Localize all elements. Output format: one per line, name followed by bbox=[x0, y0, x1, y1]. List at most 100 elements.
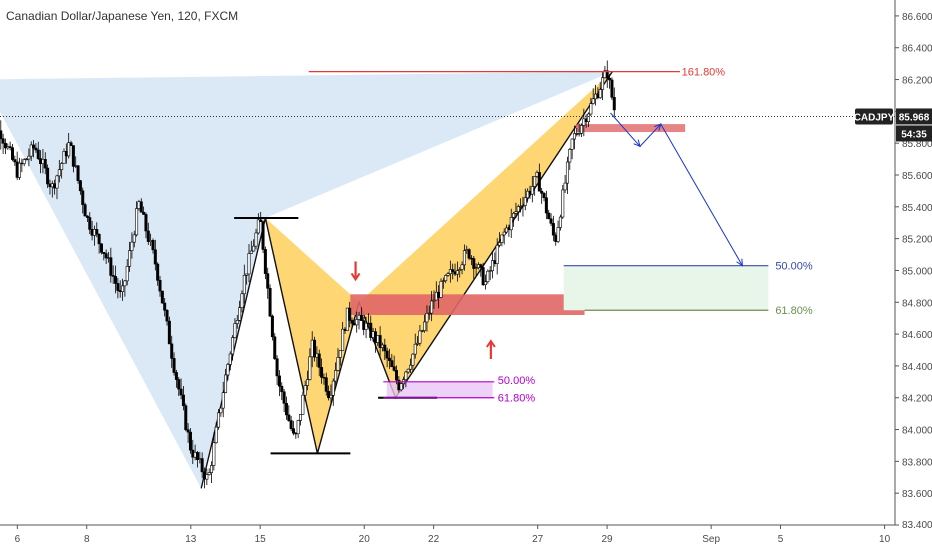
candle-body bbox=[153, 249, 157, 265]
candle-body bbox=[163, 302, 167, 311]
candle-body bbox=[146, 230, 150, 242]
candle-body bbox=[128, 250, 132, 267]
candle-body bbox=[238, 307, 242, 321]
candle-body bbox=[601, 77, 605, 90]
candle-body bbox=[160, 290, 164, 304]
candle-body bbox=[596, 93, 600, 99]
candle-body bbox=[399, 383, 403, 391]
y-tick-label: 83.800 bbox=[902, 457, 932, 468]
candle-body bbox=[18, 162, 22, 178]
candle-body bbox=[535, 172, 539, 177]
candle-body bbox=[53, 183, 57, 189]
candle-body bbox=[205, 474, 209, 480]
candle-body bbox=[303, 385, 307, 396]
y-tick-label: 84.000 bbox=[902, 426, 932, 437]
candle-body bbox=[418, 330, 422, 344]
candle-body bbox=[575, 133, 579, 135]
candle-body bbox=[455, 270, 459, 275]
candle-body bbox=[0, 130, 3, 140]
candle-body bbox=[378, 335, 382, 348]
candle-body bbox=[268, 287, 272, 317]
candle-body bbox=[465, 249, 469, 251]
projection-arrowhead bbox=[736, 258, 743, 267]
candle-body bbox=[310, 339, 314, 358]
candle-body bbox=[212, 442, 216, 466]
candle-body bbox=[135, 208, 139, 236]
candle-body bbox=[20, 162, 24, 165]
candle-body bbox=[76, 165, 80, 181]
candle-body bbox=[507, 227, 511, 231]
candle-body bbox=[43, 159, 47, 169]
candle-body bbox=[533, 176, 537, 187]
candle-body bbox=[444, 275, 448, 282]
candle-body bbox=[62, 151, 66, 164]
candle-body bbox=[249, 250, 253, 254]
candle-body bbox=[612, 97, 616, 111]
candle-body bbox=[409, 364, 413, 370]
last-price-label: 85.968 bbox=[899, 112, 930, 123]
x-tick-label: 10 bbox=[879, 534, 891, 545]
candle-body bbox=[313, 339, 317, 358]
candle-body bbox=[116, 283, 120, 291]
candle-body bbox=[95, 229, 99, 235]
candle-body bbox=[221, 392, 225, 409]
candle-body bbox=[324, 377, 328, 392]
candle-body bbox=[481, 267, 485, 286]
x-tick-label: 6 bbox=[15, 534, 21, 545]
candle-body bbox=[589, 103, 593, 115]
candle-body bbox=[130, 241, 134, 251]
candle-body bbox=[345, 307, 349, 331]
candle-body bbox=[565, 161, 569, 184]
candle-body bbox=[462, 250, 466, 266]
candle-body bbox=[385, 350, 389, 359]
y-tick-label: 85.400 bbox=[902, 203, 932, 214]
candle-body bbox=[554, 234, 558, 242]
prior-50-label: 50.00% bbox=[498, 375, 536, 387]
candle-body bbox=[142, 211, 146, 215]
fib-618-label: 61.80% bbox=[775, 305, 813, 317]
candle-body bbox=[156, 263, 160, 281]
candle-body bbox=[364, 322, 368, 330]
candle-body bbox=[495, 244, 499, 264]
candle-body bbox=[46, 167, 50, 185]
candle-body bbox=[41, 159, 45, 165]
candle-body bbox=[259, 219, 263, 223]
symbol-tag bbox=[855, 108, 893, 125]
y-tick-label: 84.800 bbox=[902, 298, 932, 309]
candle-body bbox=[383, 344, 387, 352]
candle-body bbox=[540, 190, 544, 194]
candle-body bbox=[587, 113, 591, 123]
candle-body bbox=[476, 264, 480, 269]
candle-body bbox=[219, 407, 223, 414]
candle-body bbox=[572, 133, 576, 140]
candle-body bbox=[343, 328, 347, 331]
candle-body bbox=[542, 192, 546, 199]
candle-body bbox=[261, 221, 265, 250]
candle-body bbox=[48, 183, 52, 188]
candle-body bbox=[530, 186, 534, 195]
candle-body bbox=[380, 344, 384, 348]
candle-body bbox=[369, 322, 373, 338]
target-zone bbox=[563, 265, 769, 311]
pattern-legs bbox=[200, 71, 613, 489]
candle-body bbox=[486, 270, 490, 283]
candle-body bbox=[55, 175, 59, 189]
symbol-tag-label: CADJPY bbox=[854, 112, 895, 123]
candle-body bbox=[280, 385, 284, 393]
candle-body bbox=[92, 229, 96, 236]
candle-body bbox=[1, 138, 5, 144]
candle-body bbox=[118, 290, 122, 292]
candle-body bbox=[186, 429, 190, 433]
candle-body bbox=[336, 357, 340, 371]
candle-body bbox=[273, 336, 277, 360]
candle-body bbox=[144, 214, 148, 232]
candle-body bbox=[181, 394, 185, 407]
candle-body bbox=[411, 353, 415, 366]
chart-title: Canadian Dollar/Japanese Yen, 120, FXCM bbox=[6, 9, 238, 23]
candle-body bbox=[446, 273, 450, 276]
resistance-zone bbox=[350, 294, 585, 315]
candle-body bbox=[174, 372, 178, 380]
projection-arrowhead bbox=[633, 139, 641, 148]
x-tick-label: 27 bbox=[532, 534, 544, 545]
